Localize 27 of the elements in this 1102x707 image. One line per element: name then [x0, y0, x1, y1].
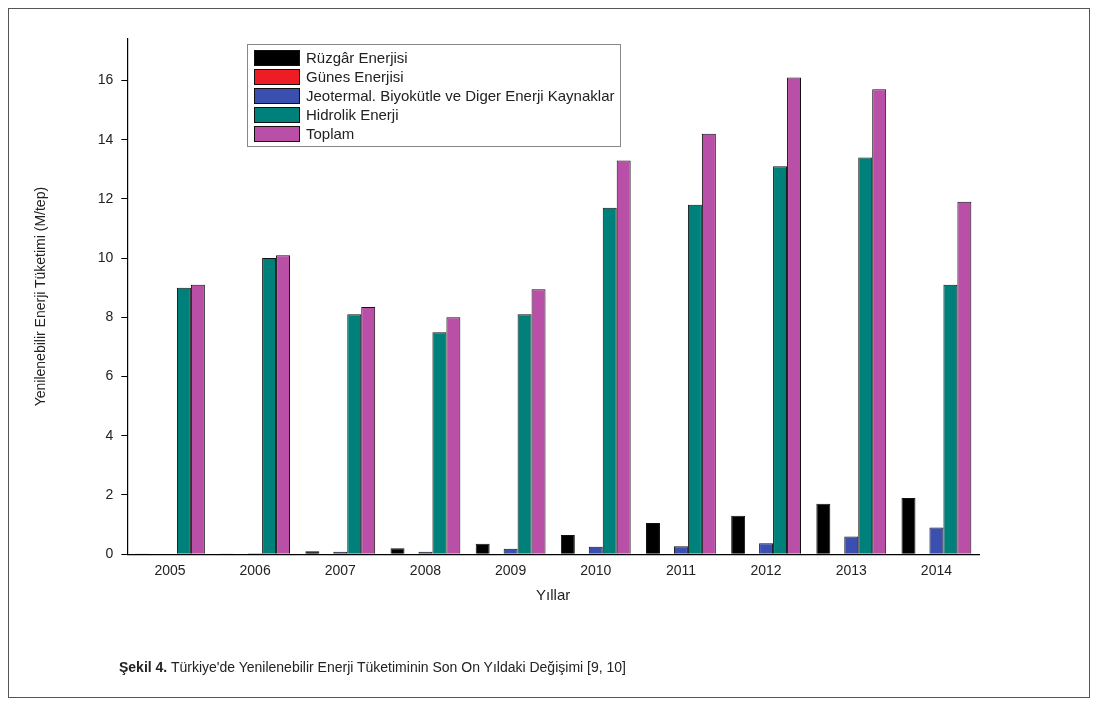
legend-label: Günes Enerjisi	[306, 68, 404, 85]
x-tick-label: 2007	[324, 562, 357, 579]
x-tick-label: 2012	[750, 562, 782, 579]
y-tick-label: 6	[105, 367, 114, 384]
x-tick-label: 2014	[920, 562, 953, 579]
y-tick-label: 16	[97, 71, 114, 88]
y-tick-label: 4	[105, 426, 114, 443]
x-tick-label: 2008	[409, 562, 442, 579]
y-tick-label: 2	[105, 485, 114, 502]
x-axis-title: Yıllar	[536, 586, 571, 604]
y-tick-label: 10	[97, 248, 114, 265]
y-tick-label: 8	[105, 308, 114, 325]
y-axis-title: Yenilenebilir Enerji Tüketimi (M/tep)	[32, 186, 49, 407]
legend-label: Hidrolik Enerji	[306, 106, 399, 123]
x-tick-label: 2010	[580, 562, 612, 579]
legend-label: Toplam	[306, 125, 355, 142]
x-tick-label: 2011	[665, 562, 697, 579]
x-tick-label: 2006	[239, 562, 271, 579]
y-tick-label: 12	[97, 189, 114, 206]
x-tick-label: 2009	[495, 562, 527, 579]
x-tick-label: 2013	[835, 562, 868, 579]
x-tick-label: 2005	[154, 562, 186, 579]
legend-label: Jeotermal. Biyokütle ve Diger Enerji Kaynaklar	[306, 87, 615, 104]
y-tick-label: 14	[97, 130, 114, 147]
legend-label: Rüzgâr Enerjisi	[306, 49, 408, 66]
text: Şekil 4. Türkiye'de Yenilenebilir Enerji Tüketiminin Son On Yıldaki Değişimi [9, 10]	[119, 659, 626, 675]
y-tick-label: 0	[105, 545, 114, 562]
